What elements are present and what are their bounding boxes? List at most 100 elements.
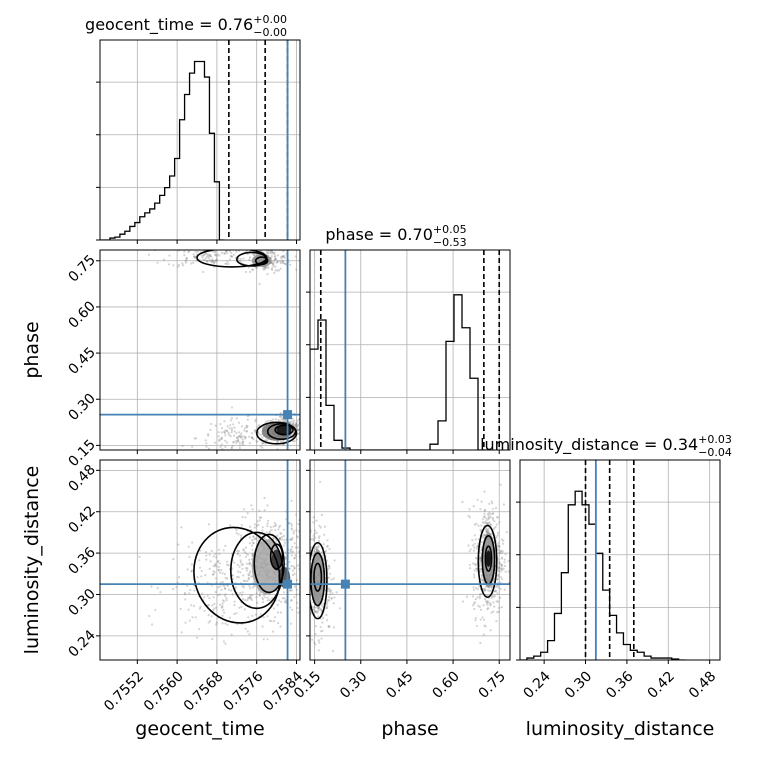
sample-point [265,252,269,255]
sample-point [325,613,328,617]
sample-point [495,523,498,526]
sample-point [230,633,233,636]
sample-point [486,608,489,611]
sample-point [214,251,217,254]
sample-point [159,591,162,594]
joint-phase-luminosity_distance-inner [305,460,510,660]
sample-point [183,250,186,253]
sample-point [312,516,315,519]
sample-point [279,524,282,527]
sample-point [251,548,254,551]
sample-point [290,599,293,602]
hist-panel-geocent_time-bg [100,40,300,240]
sample-point [229,435,232,438]
sample-point [254,537,257,540]
sample-point [485,530,488,533]
sample-point [224,544,227,548]
sample-point [220,569,223,572]
sample-point [295,422,298,425]
sample-point [319,480,322,483]
sample-point [204,439,207,442]
sample-point [258,594,261,597]
sample-point [314,611,317,614]
sample-point [207,603,210,607]
sample-point [471,604,475,607]
sample-point [248,441,251,445]
sample-point [479,556,482,559]
sample-point [252,586,255,589]
sample-point [290,524,293,527]
sample-point [226,441,229,444]
sample-point [322,617,325,620]
sample-point [245,426,248,429]
sample-point [220,443,223,446]
sample-point [321,554,325,557]
sample-point [272,263,275,266]
sample-point [240,436,243,439]
sample-point [246,425,249,428]
sample-point [241,567,244,571]
sample-point [305,543,307,545]
sample-point [209,254,212,257]
sample-point [266,596,269,599]
y-tick-label: 0.42 [66,503,99,536]
sample-point [317,536,320,540]
sample-point [239,559,242,562]
sample-point [503,564,506,568]
sample-point [244,546,247,549]
sample-point [253,254,256,257]
sample-point [274,523,277,527]
sample-point [261,436,264,439]
sample-point [489,604,492,607]
sample-point [291,246,293,248]
sample-point [277,528,280,531]
sample-point [229,255,232,258]
sample-point [247,616,250,619]
sample-point [306,564,308,566]
title-minus: −0.00 [253,26,287,39]
sample-point [212,573,215,576]
sample-point [253,254,256,257]
sample-point [198,628,201,631]
sample-point [230,251,233,255]
sample-point [274,451,276,453]
sample-point [229,424,232,427]
sample-point [249,594,252,597]
sample-point [208,255,211,258]
sample-point [258,282,261,286]
sample-point [481,616,484,619]
hist-title: luminosity_distance = 0.34+0.03 [480,433,732,455]
sample-point [154,608,157,611]
sample-point [501,556,504,559]
sample-point [273,620,276,623]
sample-point [186,584,189,587]
sample-point [230,429,233,432]
sample-point [194,256,197,259]
sample-point [501,542,505,545]
sample-point [243,429,246,432]
x-tick-label: 0.7576 [221,668,267,714]
hist-title: geocent_time = 0.76+0.00 [85,13,287,35]
sample-point [235,431,238,435]
sample-point [283,541,287,544]
sample-point [326,544,329,548]
sample-point [257,539,260,542]
sample-point [324,550,327,553]
sample-point [224,593,227,596]
sample-point [493,520,496,523]
joint-geocent_time-phase-border [99,249,301,451]
sample-point [138,555,141,558]
sample-point [319,526,322,529]
hist-steps-phase [310,294,486,450]
contour-line [310,541,328,620]
sample-point [206,253,209,256]
sample-point [184,593,187,596]
sample-point [223,611,226,614]
sample-point [258,424,261,427]
sample-point [246,415,249,418]
sample-point [474,617,477,620]
sample-point [323,525,327,528]
sample-point [330,597,333,600]
sample-point [293,419,296,422]
hist-steps-geocent_time [100,60,225,240]
